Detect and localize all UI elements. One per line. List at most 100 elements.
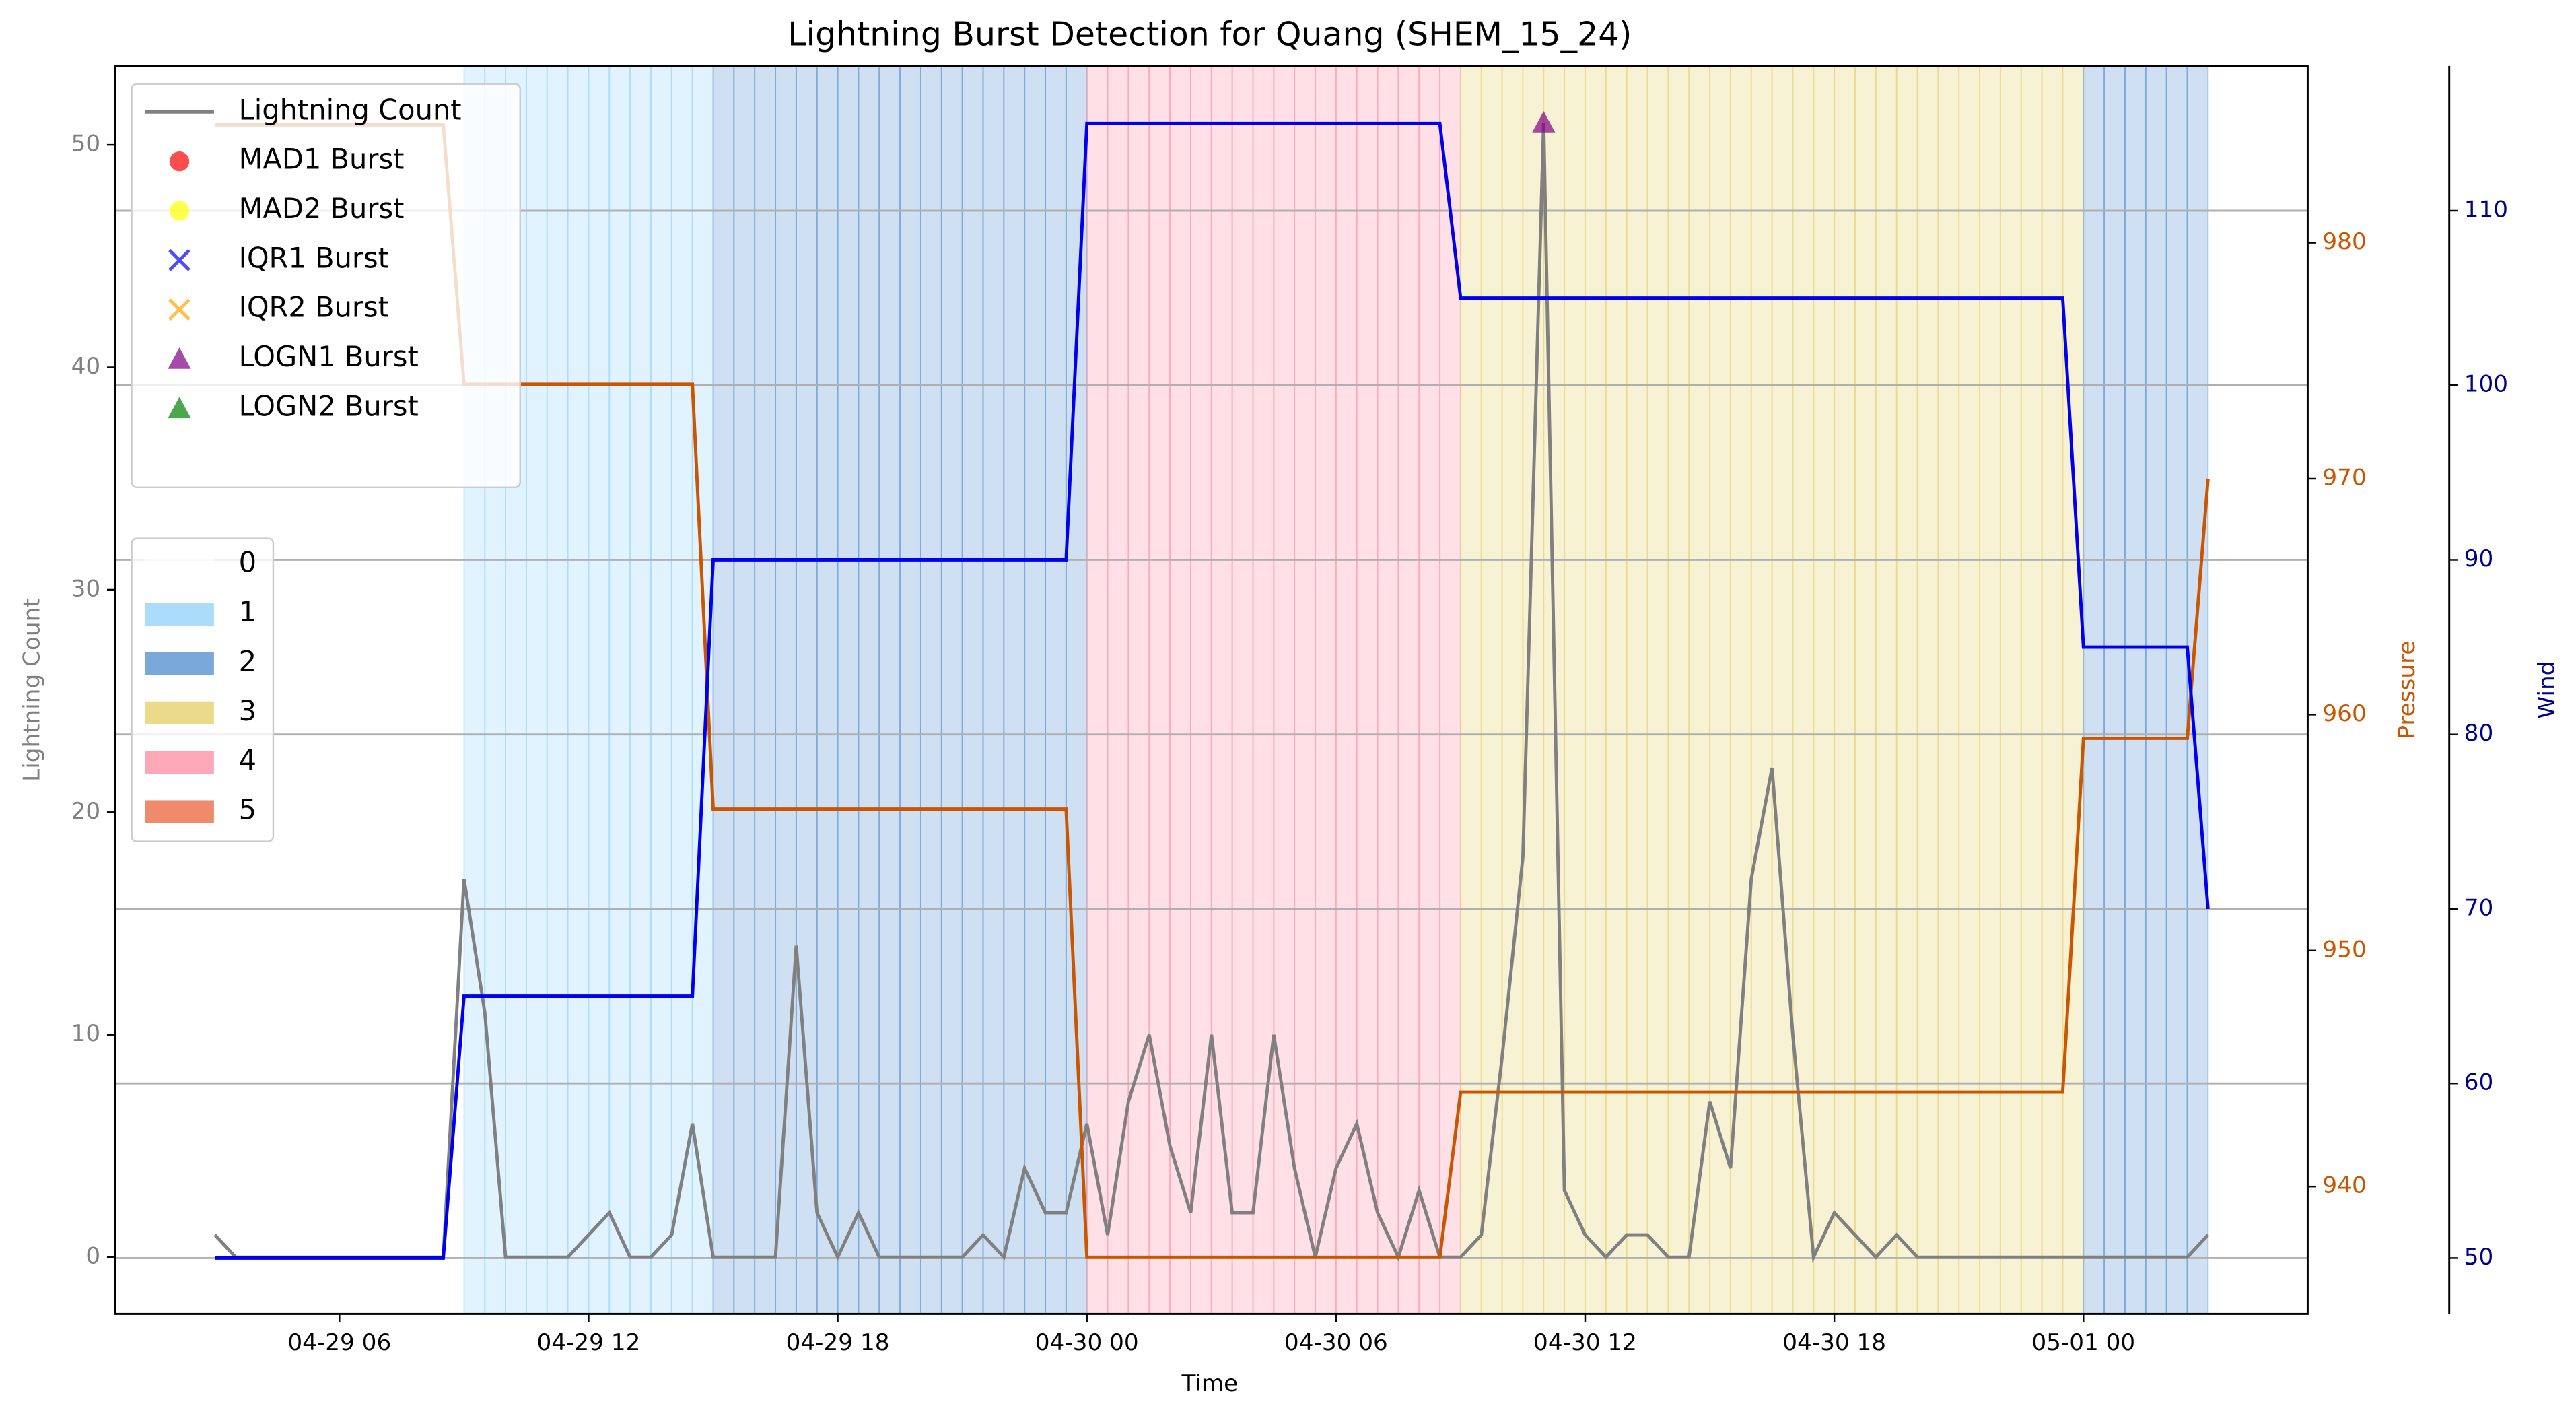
intensity-band [1834, 65, 1856, 1315]
x-tick-label: 04-30 06 [1284, 1329, 1388, 1356]
y-tick-label: 40 [71, 353, 101, 380]
intensity-band [2041, 65, 2064, 1315]
legend-marker [169, 201, 190, 221]
intensity-band [650, 65, 672, 1315]
intensity-band [982, 65, 1005, 1315]
plot-frame [114, 65, 2309, 1315]
intensity-band [1127, 65, 1150, 1315]
intensity-band [858, 65, 880, 1315]
intensity-band [1418, 65, 1441, 1315]
y3-tick-label: 80 [2464, 720, 2494, 747]
legend-label: 3 [239, 694, 256, 727]
intensity-band [1999, 65, 2022, 1315]
intensity-band [940, 65, 963, 1315]
intensity-band [2124, 65, 2147, 1315]
intensity-band [899, 65, 921, 1315]
intensity-band [1294, 65, 1316, 1315]
x-tick-label: 04-29 18 [786, 1329, 890, 1356]
legend-marker [168, 298, 190, 321]
series-line [213, 122, 2210, 1264]
legend-label: LOGN2 Burst [239, 389, 419, 422]
intensity-band [1646, 65, 1669, 1315]
legend-label: MAD1 Burst [239, 143, 405, 176]
y2-tick-label: 980 [2322, 228, 2366, 255]
intensity-band [1813, 65, 1836, 1315]
y3-axis-label: Wind [2534, 661, 2561, 719]
legend-swatch [145, 652, 214, 675]
intensity-band [1709, 65, 1731, 1315]
intensity-band [1916, 65, 1939, 1315]
intensity-band [1377, 65, 1399, 1315]
intensity-band [1045, 65, 1067, 1315]
intensity-band [1875, 65, 1898, 1315]
intensity-band [795, 65, 818, 1315]
intensity-band [1792, 65, 1815, 1315]
intensity-band [525, 65, 548, 1315]
intensity-band [1397, 65, 1420, 1315]
legend-swatch [145, 602, 214, 626]
x-tick-label: 04-30 00 [1035, 1329, 1139, 1356]
y2-tick-label: 950 [2322, 936, 2366, 963]
y3-tick-label: 90 [2464, 545, 2494, 572]
intensity-band [1356, 65, 1379, 1315]
series-line [215, 123, 2210, 1259]
legend-label: 5 [239, 793, 256, 826]
y3-tick-label: 110 [2464, 196, 2508, 223]
x-tick-label: 04-30 12 [1533, 1329, 1637, 1356]
intensity-band [629, 65, 652, 1315]
y-axis-label: Lightning Count [18, 598, 45, 781]
intensity-band [546, 65, 569, 1315]
intensity-band [1771, 65, 1794, 1315]
y-tick-label: 0 [85, 1243, 100, 1270]
intensity-band [1335, 65, 1358, 1315]
intensity-band [2083, 65, 2105, 1315]
intensity-band [878, 65, 901, 1315]
intensity-band [1169, 65, 1191, 1315]
intensity-band [1024, 65, 1047, 1315]
y3-tick-label: 100 [2464, 371, 2508, 398]
legend-label: 1 [239, 595, 256, 628]
y3-tick-label: 60 [2464, 1069, 2494, 1096]
legend-label: IQR2 Burst [239, 291, 389, 324]
legend-label: 4 [239, 743, 256, 776]
intensity-band [588, 65, 611, 1315]
intensity-band [1667, 65, 1690, 1315]
legend-marker [169, 151, 190, 172]
intensity-band [1937, 65, 1960, 1315]
intensity-band [816, 65, 839, 1315]
intensity-band [1086, 65, 1109, 1315]
intensity-band [567, 65, 590, 1315]
x-tick-label: 04-29 06 [287, 1329, 391, 1356]
legend-swatch [145, 701, 214, 724]
intensity-band [712, 65, 735, 1315]
legend-label: 2 [239, 644, 256, 677]
legend-swatch [145, 800, 214, 823]
legend-swatch [145, 751, 214, 774]
intensity-band [670, 65, 693, 1315]
intensity-band [2103, 65, 2126, 1315]
legend-label: 0 [239, 546, 256, 579]
intensity-band [754, 65, 777, 1315]
intensity-band [1459, 65, 1482, 1315]
legend-label: LOGN1 Burst [239, 340, 419, 373]
intensity-band [2145, 65, 2167, 1315]
legend-label: MAD2 Burst [239, 192, 405, 225]
chart-title: Lightning Burst Detection for Quang (SHE… [788, 15, 1632, 53]
intensity-band [919, 65, 942, 1315]
intensity-band [1003, 65, 1026, 1315]
y2-tick-label: 940 [2322, 1172, 2366, 1199]
y-tick-label: 50 [71, 131, 101, 158]
intensity-band [1958, 65, 1981, 1315]
intensity-band [1854, 65, 1877, 1315]
y3-tick-label: 70 [2464, 894, 2494, 921]
intensity-band [2165, 65, 2188, 1315]
legend-marker [168, 347, 191, 369]
intensity-band [691, 65, 714, 1315]
x-tick-label: 05-01 00 [2031, 1329, 2135, 1356]
intensity-band [1585, 65, 1607, 1315]
intensity-band [775, 65, 797, 1315]
intensity-band [1501, 65, 1524, 1315]
intensity-band [1231, 65, 1254, 1315]
